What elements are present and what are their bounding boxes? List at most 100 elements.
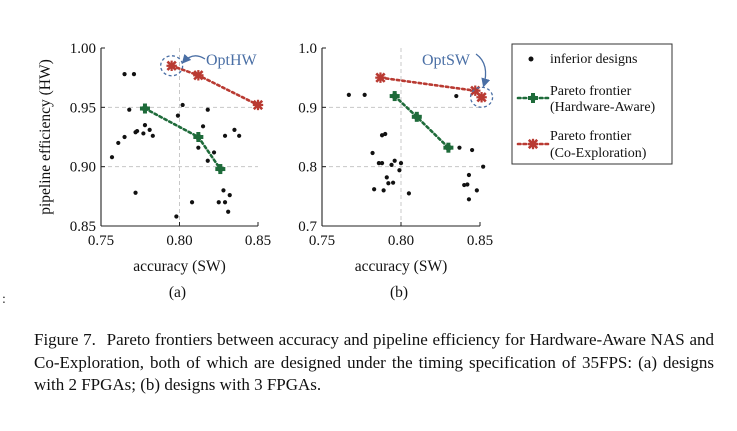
panel-b-inferior-point-1 <box>362 92 367 97</box>
panel-b-inferior-point-21 <box>462 182 467 188</box>
panel-b-inferior-point-19 <box>481 164 486 169</box>
panel-b-inferior-point-5 <box>376 161 381 166</box>
panel-a-inferior-point-6 <box>150 133 155 138</box>
panel-b-inferior-point-7 <box>389 162 394 167</box>
legend-hw-marker <box>528 93 538 103</box>
panel-b-y-tick-label-2: 0.9 <box>298 100 317 116</box>
panel-a-y-tick-label-1: 0.90 <box>70 160 96 176</box>
panel-a-x-tick-label-1: 0.80 <box>166 233 192 249</box>
legend-hw-marker-core <box>529 94 537 102</box>
panel-a-hw-frontier-point-0-core <box>141 105 149 112</box>
panel-a-inferior-point-24 <box>222 200 228 205</box>
panel-b-annotation-arrow <box>475 53 491 88</box>
legend-dot-marker <box>528 56 534 62</box>
panel-b-inferior-point-11 <box>386 181 391 186</box>
panel-b-inferior-point-20 <box>465 182 470 187</box>
panel-a-inferior-point-16 <box>196 145 201 150</box>
panel-a-y-tick-label-2: 0.95 <box>70 100 96 116</box>
panel-a-inferior-point-23 <box>216 200 221 205</box>
legend-label-hw-line1: Pareto frontier <box>550 84 632 99</box>
panel-b-inferior-point-22 <box>474 188 479 193</box>
panel-a-inferior-point-8 <box>109 155 115 160</box>
panel-b-x-axis-label: accuracy (SW) <box>355 258 448 275</box>
panel-b-inferior-point-3 <box>379 133 385 138</box>
panel-a-inferior-point-7 <box>116 140 121 146</box>
stray-colon: : <box>2 292 6 307</box>
panel-b-hw-frontier-point-0 <box>389 91 400 102</box>
caption-text: Pareto frontiers between accuracy and pi… <box>34 330 714 394</box>
panel-b-x-tick-label-1: 0.80 <box>388 233 414 249</box>
panel-a-inferior-point-10 <box>122 134 127 140</box>
panel-b-hw-frontier-point-1 <box>411 111 422 122</box>
panel-b-inferior-point-6 <box>379 161 385 166</box>
panel-b-inferior-point-2 <box>370 150 375 156</box>
panel-a-x-tick-label-2: 0.85 <box>245 233 271 249</box>
panel-b-co-frontier-point-0 <box>375 72 386 83</box>
panel-a-co-frontier-line <box>170 64 260 107</box>
panel-a-y-tick-label-3: 1.00 <box>70 41 96 57</box>
panel-a-hw-frontier-point-1-core <box>195 133 202 141</box>
panel-b-annotation-circle <box>469 86 494 108</box>
panel-a-inferior-point-17 <box>211 150 217 155</box>
panel-a-inferior-point-29 <box>174 214 179 219</box>
panel-a-co-frontier-point-1 <box>193 70 204 81</box>
panel-b-x-tick-label-0: 0.75 <box>309 233 335 249</box>
caption-label: Figure 7. <box>34 330 96 349</box>
panel-a-inferior-point-25 <box>226 209 231 214</box>
panel-a-hw-frontier-point-1 <box>193 132 204 142</box>
panel-b-inferior-point-9 <box>392 158 397 163</box>
figure-7: 0.75 0.80 0.85 0.85 0.90 0.95 1.00 accuracy (SW… <box>37 41 673 301</box>
panel-a-y-axis-label: pipeline efficiency (HW) <box>37 59 54 215</box>
panel-a-inferior-point-27 <box>189 200 195 205</box>
panel-a-inferior-point-0 <box>122 72 127 77</box>
panel-b-inferior-point-0 <box>346 92 351 97</box>
panel-b-inferior-point-14 <box>372 187 377 192</box>
legend-label-inferior: inferior designs <box>550 52 637 67</box>
legend-label-co-line2: (Co-Exploration) <box>550 146 647 161</box>
panel-b-inferior-point-16 <box>398 161 404 166</box>
panel-b-hw-frontier-line <box>393 94 450 149</box>
panel-b-hw-frontier-point-0-core <box>391 92 398 100</box>
panel-b-hw-frontier-point-2-core <box>445 144 452 151</box>
panel-a-hw-frontier-point-0 <box>139 103 150 114</box>
panel-b-inferior-point-15 <box>406 191 411 196</box>
panel-a-inferior-point-13 <box>175 113 181 118</box>
panel-b-co-frontier-point-2 <box>476 92 487 103</box>
panel-a-inferior-point-2 <box>142 123 148 128</box>
panel-a-annotation-circle <box>159 55 184 77</box>
panel-b-y-tick-label-3: 1.0 <box>298 41 317 57</box>
chart-panel-b: 0.75 0.80 0.85 0.7 0.8 0.9 1.0 accuracy (SW) (b)… <box>298 41 494 301</box>
panel-a-co-frontier-point-0 <box>166 60 177 71</box>
legend-label-co-line1: Pareto frontier <box>550 129 632 144</box>
panel-b-hw-frontier-point-1-core <box>413 113 420 121</box>
figure-caption: Figure 7. Pareto frontiers between accur… <box>34 329 714 397</box>
panel-a-y-tick-label-0: 0.85 <box>70 219 96 235</box>
panel-a-inferior-point-9 <box>141 131 146 136</box>
panel-b-y-tick-label-1: 0.8 <box>298 160 317 176</box>
panel-a-inferior-point-26 <box>205 158 210 163</box>
panel-b-label: (b) <box>390 284 408 301</box>
panel-b-inferior-point-13 <box>381 188 386 193</box>
panel-a-annotation-arrow <box>181 53 206 64</box>
panel-a-inferior-point-15 <box>200 124 206 129</box>
panel-a-inferior-point-21 <box>221 188 226 193</box>
panel-b-inferior-point-12 <box>391 180 396 185</box>
panel-a-inferior-point-3 <box>147 127 152 132</box>
legend-co-marker <box>527 138 539 150</box>
panel-a-inferior-point-28 <box>133 190 138 195</box>
legend-label-hw-line2: (Hardware-Aware) <box>550 100 656 115</box>
panel-a-inferior-point-4 <box>127 107 132 112</box>
panel-b-inferior-point-18 <box>470 147 475 153</box>
panel-b-inferior-point-8 <box>384 175 389 180</box>
panel-b-inferior-point-24 <box>466 172 472 178</box>
panel-b-y-tick-label-0: 0.7 <box>298 219 317 235</box>
panel-b-inferior-point-23 <box>466 197 472 202</box>
panel-a-inferior-point-20 <box>237 133 242 138</box>
legend-box <box>511 43 673 165</box>
panel-b-x-tick-label-2: 0.85 <box>467 233 493 249</box>
chart-panel-a: 0.75 0.80 0.85 0.85 0.90 0.95 1.00 accuracy (SW… <box>37 41 271 301</box>
panel-a-inferior-point-22 <box>227 193 232 198</box>
panel-a-hw-frontier-point-2 <box>215 164 226 175</box>
panel-a-inferior-point-14 <box>205 107 210 112</box>
